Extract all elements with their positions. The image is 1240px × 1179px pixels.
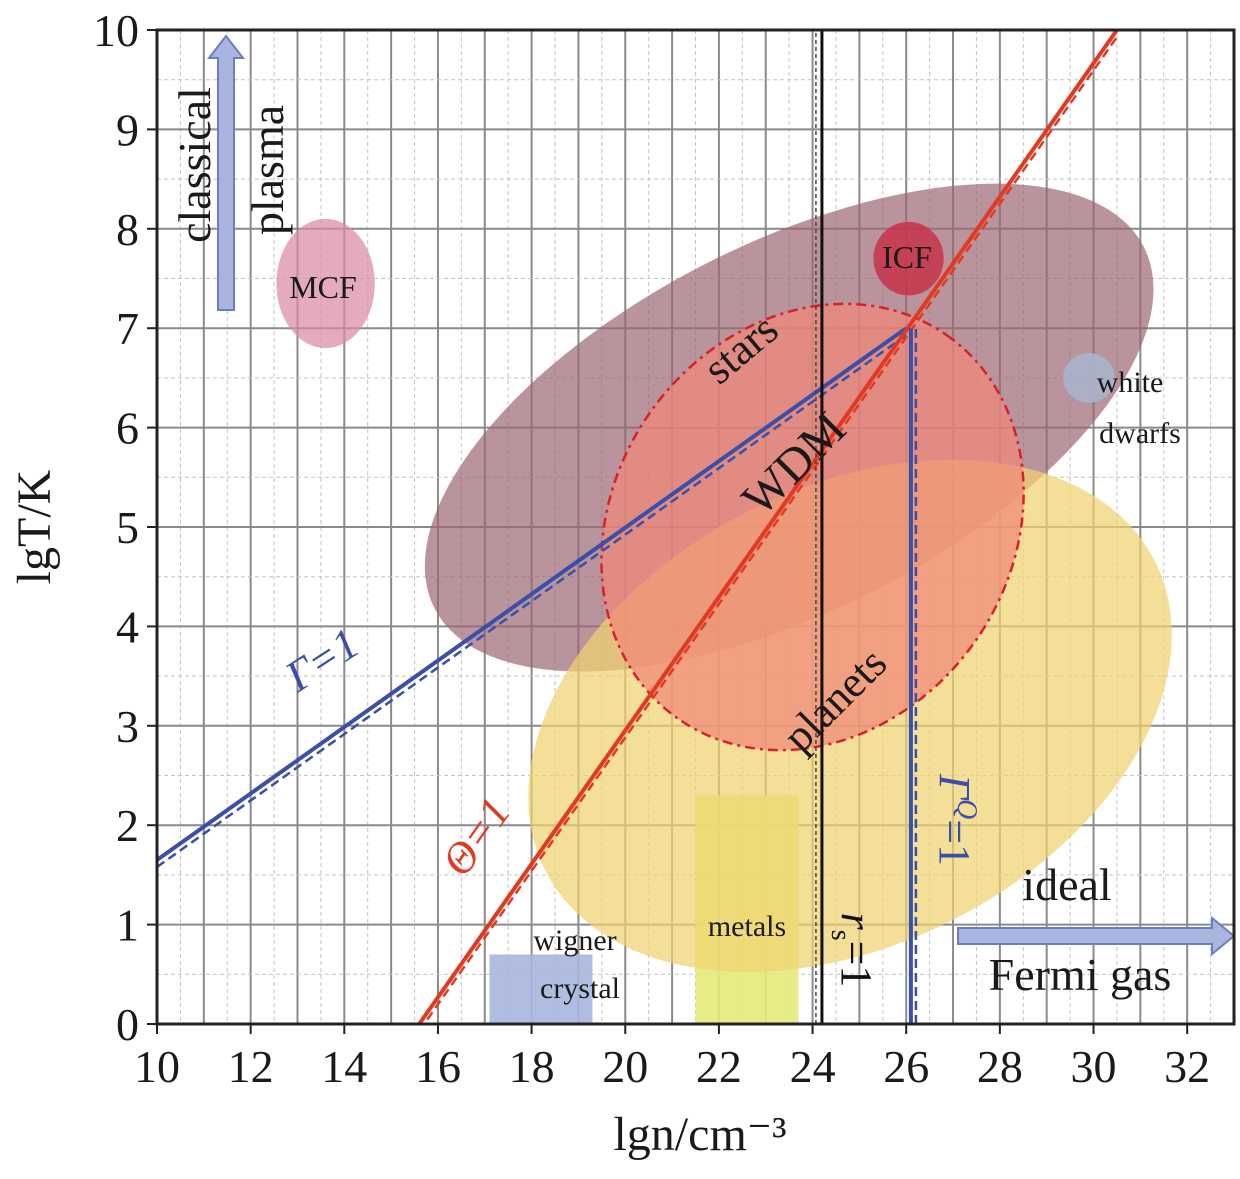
y-tick-label: 6: [116, 403, 139, 454]
y-tick-label: 9: [116, 104, 139, 155]
x-tick-label: 22: [696, 1041, 742, 1092]
x-tick-label: 18: [509, 1041, 555, 1092]
line--1-dashed: [422, 36, 1118, 1024]
y-tick-label: 3: [116, 701, 139, 752]
white-dwarfs-label-white: white: [1097, 366, 1164, 399]
crystal-label: crystal: [540, 972, 620, 1005]
box-wigner-crystal: [489, 954, 593, 1024]
icf-label: ICF: [882, 239, 932, 275]
region-MCF: [276, 218, 375, 349]
y-tick-label: 8: [116, 204, 139, 255]
classical-plasma-arrow: [206, 34, 246, 311]
x-tick-label: 12: [228, 1041, 274, 1092]
gamma-q-main: Γ: [930, 773, 979, 801]
gamma-q-sup: Q: [951, 799, 982, 819]
arrows: [206, 34, 1236, 957]
mcf-label: MCF: [289, 269, 357, 305]
y-tick-label: 2: [116, 800, 139, 851]
y-tick-label: 1: [116, 900, 139, 951]
gamma-q-tail: =1: [930, 819, 979, 866]
line--1: [417, 30, 1119, 1024]
x-tick-label: 14: [321, 1041, 367, 1092]
x-tick-label: 16: [415, 1041, 461, 1092]
plasma-label: plasma: [242, 105, 293, 235]
white-dwarfs-label-dwarfs: dwarfs: [1099, 417, 1181, 450]
x-tick-label: 10: [134, 1041, 180, 1092]
line--1: [157, 326, 908, 862]
ideal-fermi-gas-arrow: [957, 915, 1236, 957]
y-tick-label: 7: [116, 303, 139, 354]
rs-tail: =1: [832, 941, 881, 988]
classical-label: classical: [169, 87, 220, 243]
x-tick-label: 28: [977, 1041, 1023, 1092]
metals-label: metals: [708, 910, 786, 943]
x-tick-label: 24: [790, 1041, 836, 1092]
y-tick-label: 5: [116, 502, 139, 553]
x-tick-label: 30: [1071, 1041, 1117, 1092]
region-white-dwarfs: [1063, 353, 1115, 403]
rs-label: rs=1: [825, 913, 881, 988]
x-tick-label: 26: [883, 1041, 929, 1092]
y-tick-label: 0: [116, 999, 139, 1050]
y-tick-label: 10: [93, 5, 139, 56]
region-ICF: [873, 221, 944, 296]
x-tick-label: 32: [1164, 1041, 1210, 1092]
y-tick-label: 4: [116, 601, 139, 652]
wigner-label: wigner: [533, 924, 616, 957]
y-axis-label: lgT/K: [8, 469, 61, 584]
region-WDM: [600, 302, 1025, 752]
x-axis-label: lgn/cm⁻³: [613, 1108, 786, 1161]
rs-sub: s: [825, 930, 856, 941]
gamma-q-label: ΓQ=1: [930, 773, 982, 866]
rs-r: r: [832, 913, 881, 931]
ideal-label: ideal: [1022, 859, 1111, 910]
curves: [157, 30, 1119, 1024]
fermi-gas-label: Fermi gas: [989, 949, 1172, 1000]
x-tick-label: 20: [602, 1041, 648, 1092]
regions: [276, 183, 1172, 1024]
